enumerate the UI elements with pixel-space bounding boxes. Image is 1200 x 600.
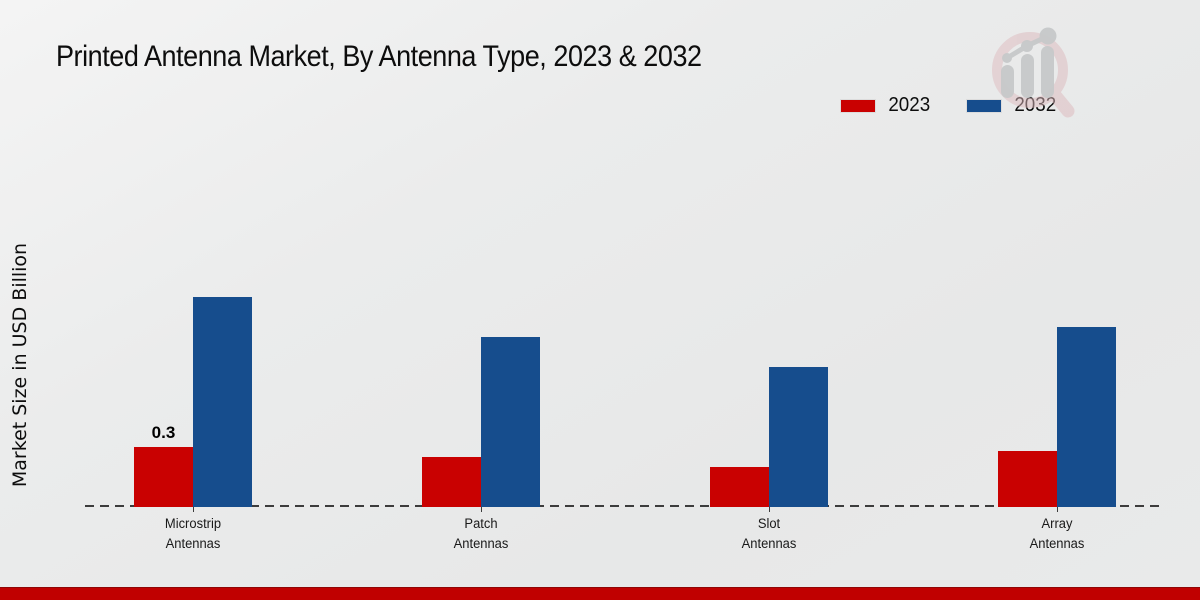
- chart-title: Printed Antenna Market, By Antenna Type,…: [56, 40, 702, 73]
- category-label-slot-antennas: Slot Antennas: [741, 516, 797, 551]
- x-axis-zero-line: [85, 505, 1163, 507]
- bar-2023-patch-antennas: [422, 457, 481, 507]
- legend-swatch-2032: [965, 98, 1002, 113]
- category-label-microstrip-antennas: Microstrip Antennas: [164, 516, 222, 551]
- bar-2032-microstrip-antennas: [193, 297, 252, 507]
- bar-2023-slot-antennas: [710, 467, 769, 507]
- bar-2032-patch-antennas: [481, 337, 540, 507]
- x-axis-tick-array-antennas: [1057, 507, 1058, 512]
- x-axis-tick-microstrip-antennas: [193, 507, 194, 512]
- x-axis-tick-slot-antennas: [769, 507, 770, 512]
- legend-item-2023: 2023: [840, 94, 932, 117]
- category-label-array-antennas: Array Antennas: [1029, 516, 1085, 551]
- bar-2032-array-antennas: [1057, 327, 1116, 507]
- x-axis-tick-patch-antennas: [481, 507, 482, 512]
- category-label-patch-antennas: Patch Antennas: [453, 516, 509, 551]
- bar-2023-microstrip-antennas: [134, 447, 193, 507]
- market-research-magnifier-growth-logo-icon: [992, 27, 1075, 118]
- footer-accent-bar: [0, 587, 1200, 600]
- bar-2032-slot-antennas: [769, 367, 828, 507]
- legend-label-2023: 2023: [888, 94, 931, 116]
- bar-2023-array-antennas: [998, 451, 1057, 507]
- legend-swatch-2023: [840, 98, 876, 113]
- data-label-2023-microstrip-antennas: 0.3: [151, 423, 176, 442]
